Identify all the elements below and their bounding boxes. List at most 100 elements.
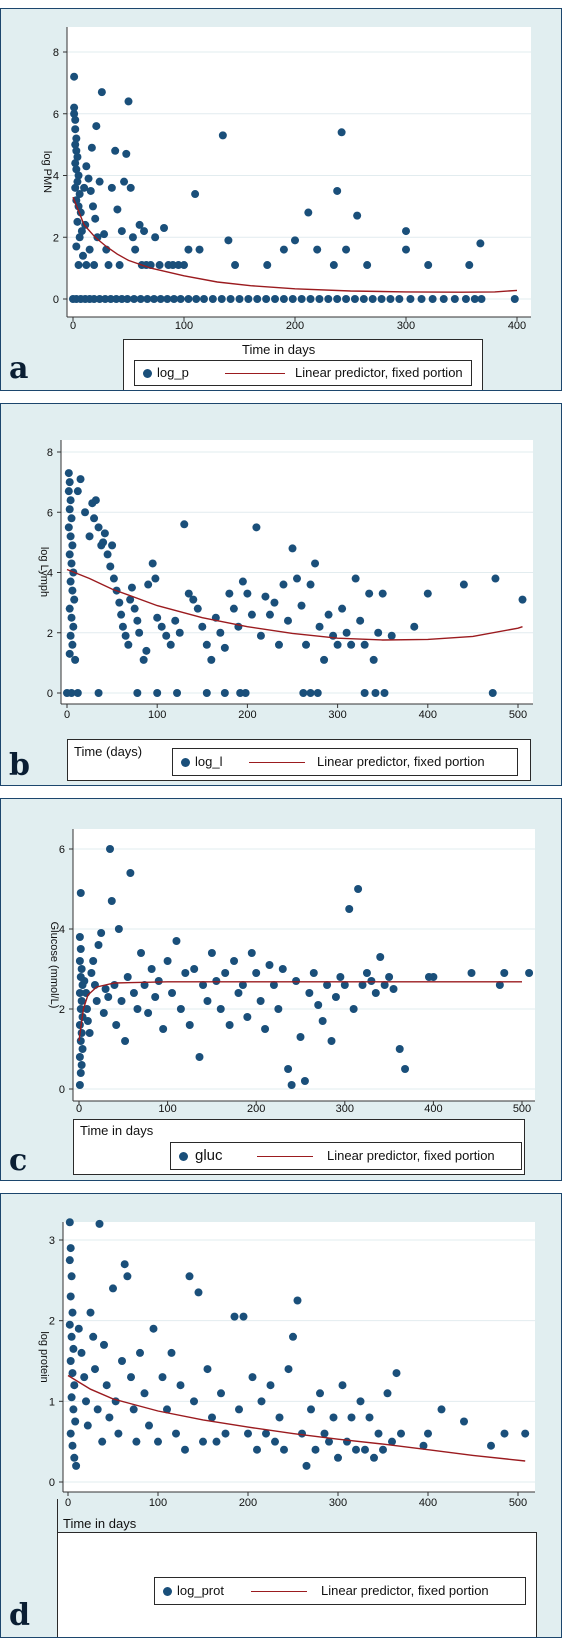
data-point xyxy=(229,604,238,613)
data-point xyxy=(77,997,86,1005)
data-point xyxy=(71,125,80,134)
data-point xyxy=(370,1453,378,1462)
data-point xyxy=(342,295,351,303)
y-tick-label: 0 xyxy=(47,688,53,700)
data-point xyxy=(133,616,142,625)
data-point xyxy=(130,604,139,613)
data-point xyxy=(351,574,360,583)
legend-frame-b: Time (days) log_l Linear predictor, fixe… xyxy=(67,739,531,781)
data-point xyxy=(143,295,152,303)
data-point xyxy=(101,295,110,303)
data-point xyxy=(363,261,372,270)
fitted-line xyxy=(78,981,522,1042)
x-tick-label: 200 xyxy=(286,320,304,332)
data-point xyxy=(82,1397,90,1406)
data-point xyxy=(369,655,378,664)
data-point xyxy=(120,177,129,186)
data-point xyxy=(244,295,253,303)
data-point xyxy=(110,981,119,989)
x-tick-label: 500 xyxy=(513,1103,531,1115)
data-point xyxy=(208,295,217,303)
data-point xyxy=(77,1061,86,1069)
data-point xyxy=(83,1421,92,1430)
data-point xyxy=(199,981,208,989)
y-tick-label: 0 xyxy=(53,294,59,306)
data-point xyxy=(305,989,314,997)
y-tick-label: 1 xyxy=(49,1396,55,1408)
data-point xyxy=(73,217,82,226)
data-point xyxy=(100,1340,108,1349)
data-point xyxy=(225,1021,234,1029)
data-point xyxy=(231,261,240,270)
data-point xyxy=(221,1429,230,1438)
data-point xyxy=(437,1405,446,1414)
data-point xyxy=(360,640,369,649)
data-point xyxy=(307,1405,315,1414)
data-point xyxy=(94,689,103,697)
data-point xyxy=(313,245,322,254)
data-point xyxy=(75,1021,84,1029)
data-point xyxy=(459,580,468,589)
data-point xyxy=(289,1332,297,1341)
data-point xyxy=(72,242,81,251)
data-point xyxy=(121,631,130,640)
data-point xyxy=(275,1413,284,1422)
data-point xyxy=(73,487,82,496)
data-point xyxy=(117,227,126,236)
data-point xyxy=(170,295,179,303)
data-point xyxy=(74,171,83,180)
fitted-line xyxy=(72,196,518,293)
data-point xyxy=(163,295,172,303)
data-point xyxy=(127,1373,135,1382)
data-point xyxy=(297,601,306,610)
data-point xyxy=(194,1288,203,1297)
data-point xyxy=(90,514,99,523)
data-point xyxy=(389,985,398,993)
data-point xyxy=(151,993,160,1001)
data-point xyxy=(70,595,79,604)
plot-d: 0 1 2 3 0 100 200 300 400 500 log protein xyxy=(38,1218,535,1509)
data-point xyxy=(70,1453,79,1462)
data-point xyxy=(66,1244,75,1253)
data-point xyxy=(75,933,84,941)
data-point xyxy=(293,574,302,583)
data-point xyxy=(71,183,80,192)
legend-point-marker xyxy=(163,1587,172,1596)
data-point xyxy=(65,550,74,559)
panel-letter: c xyxy=(9,1143,28,1178)
plot-a: 0 2 4 6 8 0 100 200 300 400 log PMN xyxy=(41,27,531,332)
data-point xyxy=(153,689,162,697)
data-point xyxy=(163,957,172,965)
data-point xyxy=(82,989,91,997)
x-tick-label: 0 xyxy=(70,320,76,332)
data-point xyxy=(338,604,347,613)
data-point xyxy=(299,689,308,697)
x-tick-label: 400 xyxy=(419,709,437,721)
data-point xyxy=(467,969,476,977)
data-point xyxy=(82,261,91,270)
data-point xyxy=(147,965,156,973)
data-point xyxy=(77,1348,86,1357)
data-point xyxy=(329,261,338,270)
data-point xyxy=(167,1348,176,1357)
data-point xyxy=(68,640,77,649)
data-point xyxy=(95,177,104,186)
data-point xyxy=(257,1397,266,1406)
x-axis-title: Time in days xyxy=(63,1516,137,1531)
data-point xyxy=(97,929,106,937)
data-point xyxy=(65,1256,74,1265)
data-point xyxy=(91,1365,99,1374)
data-point xyxy=(91,214,100,223)
data-point xyxy=(128,233,137,242)
y-tick-label: 8 xyxy=(53,47,59,59)
data-point xyxy=(67,514,76,523)
data-point xyxy=(217,295,226,303)
data-point xyxy=(333,295,342,303)
data-point xyxy=(297,295,306,303)
data-point xyxy=(380,689,389,697)
data-point xyxy=(72,1461,81,1470)
data-point xyxy=(72,165,81,174)
data-point xyxy=(66,577,75,586)
data-point xyxy=(477,295,486,303)
data-point xyxy=(107,897,116,905)
